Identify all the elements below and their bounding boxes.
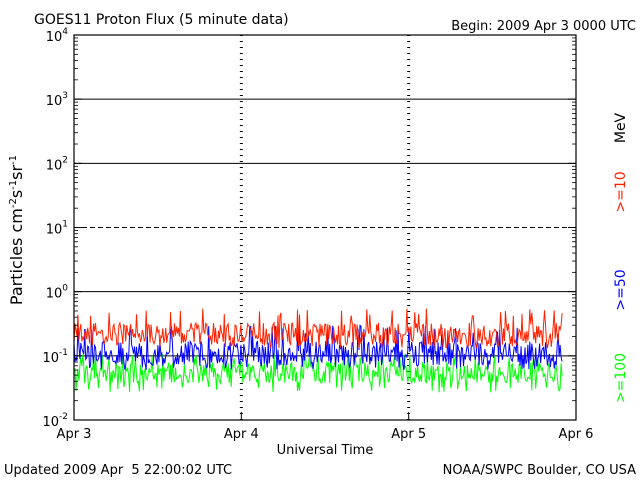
y-label-part: s [7, 190, 26, 198]
chart-title: GOES11 Proton Flux (5 minute data) [34, 12, 289, 28]
y-axis-label: Particles cm-2s-1sr-1 [7, 155, 26, 305]
y-tick-label: 102 [46, 155, 68, 173]
legend-series-10: >=10 [613, 171, 629, 212]
y-tick-label: 10-1 [42, 348, 68, 366]
y-tick-label: 103 [46, 91, 68, 109]
y-label-part: sr [7, 165, 26, 180]
x-axis-label: Universal Time [277, 443, 374, 458]
y-tick-label: 100 [46, 284, 69, 302]
begin-time: Begin: 2009 Apr 3 0000 UTC [451, 19, 636, 34]
y-tick-label: 101 [46, 220, 68, 238]
y-label-exp: -1 [8, 180, 19, 190]
credit-text: NOAA/SWPC Boulder, CO USA [443, 463, 636, 478]
updated-timestamp: Updated 2009 Apr 5 22:00:02 UTC [4, 463, 232, 478]
series-line [73, 324, 563, 370]
x-tick-label: Apr 4 [224, 427, 259, 442]
series-line [73, 308, 563, 349]
series-layer [73, 308, 563, 393]
y-axis-ticks: 10-2 10-1 100 101 102 103 104 [42, 27, 576, 430]
y-label-exp: -2 [8, 198, 19, 208]
y-label-exp: -1 [8, 155, 19, 165]
x-tick-label: Apr 5 [391, 427, 426, 442]
x-axis-ticks: Apr 3 Apr 4 Apr 5 Apr 6 [57, 412, 594, 442]
x-tick-label: Apr 6 [559, 427, 594, 442]
legend-series-100: >=100 [613, 353, 629, 403]
y-label-part: Particles cm [7, 208, 26, 305]
legend-units: MeV [613, 112, 629, 143]
grid-lines [74, 35, 576, 420]
y-tick-label: 104 [46, 27, 69, 45]
y-tick-label: 10-2 [42, 412, 68, 430]
x-tick-label: Apr 3 [57, 427, 92, 442]
legend-series-50: >=50 [613, 269, 629, 310]
